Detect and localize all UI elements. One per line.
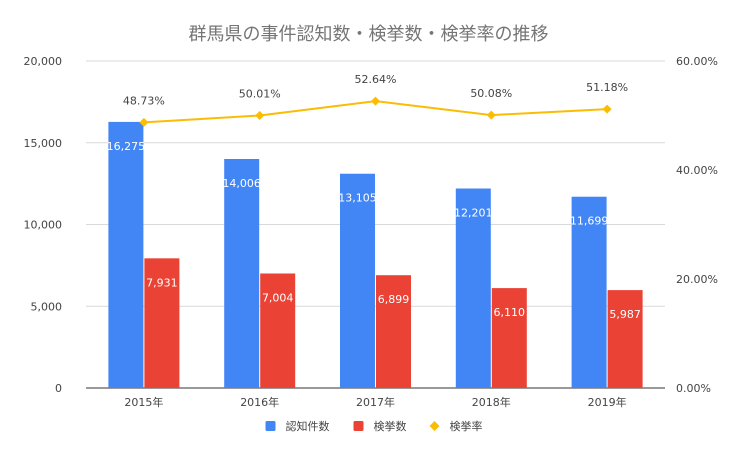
bar-data-label: 6,899 xyxy=(378,293,410,306)
y-left-tick-label: 5,000 xyxy=(31,300,63,313)
bar xyxy=(455,188,491,388)
bar xyxy=(260,273,296,388)
x-tick-label: 2016年 xyxy=(240,395,279,409)
y-right-tick-label: 20.00% xyxy=(676,273,718,286)
legend-swatch xyxy=(429,421,440,431)
line-point xyxy=(371,96,380,106)
legend-label: 認知件数 xyxy=(286,419,330,433)
x-tick-label: 2017年 xyxy=(356,395,395,409)
line-data-label: 48.73% xyxy=(123,94,165,107)
bar xyxy=(571,196,607,388)
legend-swatch xyxy=(265,421,276,431)
bar xyxy=(144,258,180,388)
y-left-tick-label: 15,000 xyxy=(24,137,63,150)
legend-swatch xyxy=(353,421,364,431)
bar xyxy=(491,288,527,388)
bar xyxy=(108,121,144,388)
line-data-label: 50.08% xyxy=(470,87,512,100)
bar xyxy=(340,173,375,388)
legend-label: 検挙数 xyxy=(374,419,407,433)
y-right-tick-label: 0.00% xyxy=(676,382,711,395)
bar-data-label: 12,201 xyxy=(454,207,493,220)
bar-data-label: 13,105 xyxy=(338,192,377,205)
y-left-tick-label: 0 xyxy=(55,382,62,395)
x-tick-label: 2015年 xyxy=(124,395,163,409)
bar-data-label: 16,275 xyxy=(107,140,146,153)
y-right-tick-label: 60.00% xyxy=(676,55,718,68)
bar xyxy=(376,275,411,388)
line-data-label: 52.64% xyxy=(355,73,397,86)
line-point xyxy=(486,110,496,120)
bar-data-label: 5,987 xyxy=(609,308,641,321)
line-point xyxy=(255,110,265,120)
line-data-label: 51.18% xyxy=(586,81,628,94)
line-point xyxy=(602,104,612,114)
y-right-tick-label: 40.00% xyxy=(676,164,718,177)
x-tick-label: 2018年 xyxy=(472,395,511,409)
bar-data-label: 6,110 xyxy=(494,306,526,319)
x-tick-label: 2019年 xyxy=(588,395,627,409)
bar xyxy=(224,159,260,388)
bar-data-label: 11,699 xyxy=(570,215,609,228)
legend-label: 検挙率 xyxy=(450,419,483,433)
bar-data-label: 7,931 xyxy=(146,276,178,289)
y-left-tick-label: 20,000 xyxy=(24,55,63,68)
line-data-label: 50.01% xyxy=(239,87,281,100)
y-left-tick-label: 10,000 xyxy=(24,219,63,232)
bar-data-label: 7,004 xyxy=(262,291,294,304)
bar xyxy=(607,290,643,388)
chart-title: 群馬県の事件認知数・検挙数・検挙率の推移 xyxy=(188,24,549,45)
line-point xyxy=(139,117,149,127)
bar-data-label: 14,006 xyxy=(222,177,261,190)
